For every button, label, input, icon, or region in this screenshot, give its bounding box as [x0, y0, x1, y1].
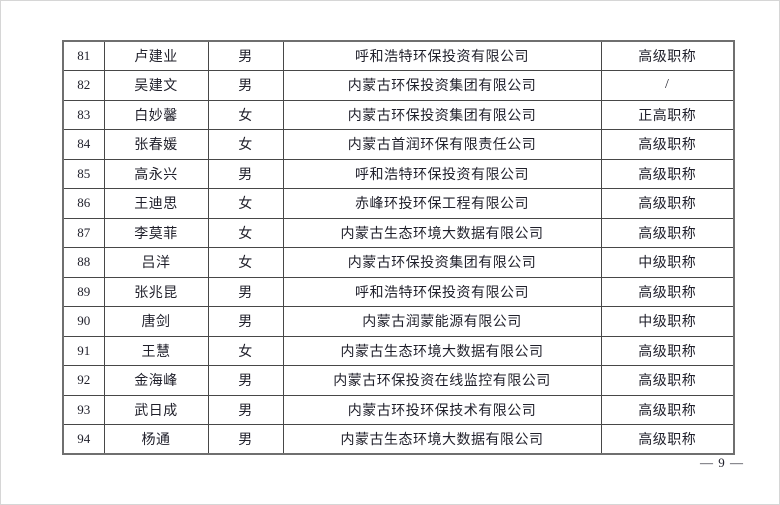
- cell-index: 93: [62, 394, 105, 425]
- cell-company: 内蒙古润蒙能源有限公司: [282, 306, 602, 337]
- cell-name: 张春媛: [103, 129, 209, 160]
- cell-index: 90: [62, 306, 105, 337]
- cell-company: 内蒙古生态环境大数据有限公司: [282, 424, 602, 455]
- table-row: 94 杨通 男 内蒙古生态环境大数据有限公司 高级职称: [62, 424, 735, 455]
- cell-title: 高级职称: [600, 129, 735, 160]
- cell-gender: 女: [207, 217, 284, 248]
- table-row: 93 武日成 男 内蒙古环投环保技术有限公司 高级职称: [62, 394, 735, 425]
- cell-name: 金海峰: [103, 365, 209, 396]
- table-row: 91 王慧 女 内蒙古生态环境大数据有限公司 高级职称: [62, 335, 735, 366]
- table-row: 86 王迪思 女 赤峰环投环保工程有限公司 高级职称: [62, 188, 735, 219]
- cell-index: 82: [62, 70, 105, 101]
- table-row: 84 张春媛 女 内蒙古首润环保有限责任公司 高级职称: [62, 129, 735, 160]
- cell-index: 91: [62, 335, 105, 366]
- cell-name: 卢建业: [103, 40, 209, 71]
- cell-company: 内蒙古生态环境大数据有限公司: [282, 335, 602, 366]
- cell-company: 内蒙古环保投资在线监控有限公司: [282, 365, 602, 396]
- cell-gender: 男: [207, 306, 284, 337]
- cell-index: 85: [62, 158, 105, 189]
- cell-name: 王慧: [103, 335, 209, 366]
- cell-title: 中级职称: [600, 306, 735, 337]
- cell-company: 内蒙古环投环保技术有限公司: [282, 394, 602, 425]
- cell-index: 86: [62, 188, 105, 219]
- cell-title: 高级职称: [600, 40, 735, 71]
- cell-index: 88: [62, 247, 105, 278]
- page-number: — 9 —: [700, 455, 744, 470]
- cell-gender: 女: [207, 99, 284, 130]
- cell-title: 高级职称: [600, 188, 735, 219]
- cell-gender: 男: [207, 276, 284, 307]
- cell-title: 中级职称: [600, 247, 735, 278]
- cell-name: 唐剑: [103, 306, 209, 337]
- cell-title: /: [600, 70, 735, 101]
- cell-title: 正高职称: [600, 99, 735, 130]
- cell-name: 杨通: [103, 424, 209, 455]
- cell-company: 内蒙古生态环境大数据有限公司: [282, 217, 602, 248]
- cell-name: 武日成: [103, 394, 209, 425]
- table-row: 83 白妙馨 女 内蒙古环保投资集团有限公司 正高职称: [62, 99, 735, 130]
- cell-company: 呼和浩特环保投资有限公司: [282, 276, 602, 307]
- cell-gender: 男: [207, 158, 284, 189]
- cell-company: 呼和浩特环保投资有限公司: [282, 158, 602, 189]
- cell-index: 84: [62, 129, 105, 160]
- cell-company: 内蒙古环保投资集团有限公司: [282, 70, 602, 101]
- cell-gender: 男: [207, 365, 284, 396]
- cell-index: 92: [62, 365, 105, 396]
- cell-name: 李莫菲: [103, 217, 209, 248]
- cell-title: 高级职称: [600, 217, 735, 248]
- table-row: 87 李莫菲 女 内蒙古生态环境大数据有限公司 高级职称: [62, 217, 735, 248]
- table-row: 81 卢建业 男 呼和浩特环保投资有限公司 高级职称: [62, 40, 735, 71]
- cell-title: 高级职称: [600, 365, 735, 396]
- cell-gender: 男: [207, 40, 284, 71]
- cell-title: 高级职称: [600, 335, 735, 366]
- cell-company: 内蒙古环保投资集团有限公司: [282, 247, 602, 278]
- cell-gender: 男: [207, 394, 284, 425]
- cell-name: 张兆昆: [103, 276, 209, 307]
- cell-title: 高级职称: [600, 158, 735, 189]
- personnel-table-body: 81 卢建业 男 呼和浩特环保投资有限公司 高级职称 82 吴建文 男 内蒙古环…: [62, 40, 735, 455]
- table-row: 92 金海峰 男 内蒙古环保投资在线监控有限公司 高级职称: [62, 365, 735, 396]
- cell-gender: 女: [207, 335, 284, 366]
- cell-title: 高级职称: [600, 276, 735, 307]
- cell-title: 高级职称: [600, 394, 735, 425]
- cell-index: 87: [62, 217, 105, 248]
- cell-index: 89: [62, 276, 105, 307]
- personnel-table: 81 卢建业 男 呼和浩特环保投资有限公司 高级职称 82 吴建文 男 内蒙古环…: [62, 40, 735, 455]
- cell-company: 内蒙古首润环保有限责任公司: [282, 129, 602, 160]
- cell-name: 高永兴: [103, 158, 209, 189]
- cell-gender: 女: [207, 247, 284, 278]
- cell-index: 81: [62, 40, 105, 71]
- cell-company: 内蒙古环保投资集团有限公司: [282, 99, 602, 130]
- table-row: 89 张兆昆 男 呼和浩特环保投资有限公司 高级职称: [62, 276, 735, 307]
- table-row: 85 高永兴 男 呼和浩特环保投资有限公司 高级职称: [62, 158, 735, 189]
- cell-name: 吕洋: [103, 247, 209, 278]
- cell-gender: 男: [207, 424, 284, 455]
- cell-name: 白妙馨: [103, 99, 209, 130]
- table-row: 88 吕洋 女 内蒙古环保投资集团有限公司 中级职称: [62, 247, 735, 278]
- cell-name: 王迪思: [103, 188, 209, 219]
- cell-gender: 女: [207, 129, 284, 160]
- cell-company: 赤峰环投环保工程有限公司: [282, 188, 602, 219]
- cell-company: 呼和浩特环保投资有限公司: [282, 40, 602, 71]
- cell-gender: 女: [207, 188, 284, 219]
- cell-index: 94: [62, 424, 105, 455]
- cell-index: 83: [62, 99, 105, 130]
- cell-title: 高级职称: [600, 424, 735, 455]
- cell-name: 吴建文: [103, 70, 209, 101]
- table-row: 82 吴建文 男 内蒙古环保投资集团有限公司 /: [62, 70, 735, 101]
- table-row: 90 唐剑 男 内蒙古润蒙能源有限公司 中级职称: [62, 306, 735, 337]
- cell-gender: 男: [207, 70, 284, 101]
